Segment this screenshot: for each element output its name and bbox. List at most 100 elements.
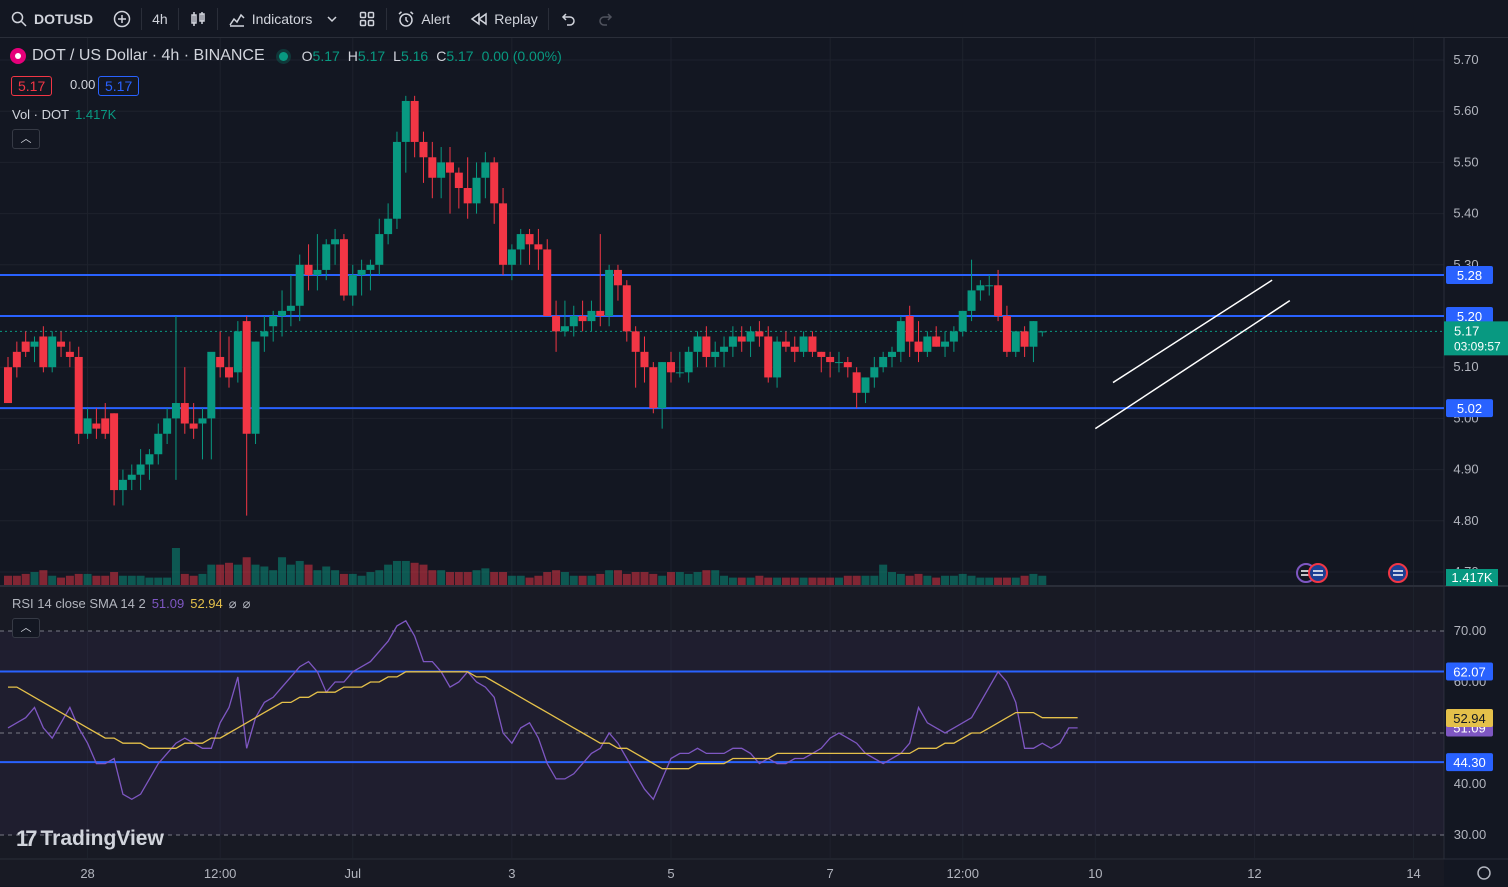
sma-series-line [8,671,1078,770]
candle-body [180,403,189,424]
time-axis[interactable]: 28 12:00 Jul 3 5 7 12:00 10 12 14 [80,866,1491,881]
sma-value-tag[interactable]: 52.94 [1453,711,1486,726]
volume-bar [720,575,729,585]
chart-type-button[interactable] [179,0,217,38]
candle-body [852,372,861,393]
volume-bar [985,577,994,585]
interval-button[interactable]: 4h [142,0,178,38]
candle-body [348,275,357,296]
undo-button[interactable] [549,0,587,38]
rsi-level-tag-bg[interactable] [1446,753,1493,772]
channel-lower-line[interactable] [1094,300,1291,430]
toolbar-divider [386,7,388,30]
candle-body [941,341,950,347]
volume-bar [622,573,631,585]
candle-body [127,474,136,480]
event-flag-icon[interactable] [1388,563,1408,583]
candle-body [189,423,198,429]
candle-body [923,336,932,352]
rsi-level-tag[interactable]: 44.30 [1453,755,1486,770]
chart-canvas[interactable]: 5.705.605.505.405.305.205.105.004.904.80… [0,38,1508,887]
volume-bar [569,575,578,585]
rsi-symbol-1: ⌀ [228,596,237,611]
rsi-level-tag[interactable]: 62.07 [1453,664,1486,679]
volume-tag-bg[interactable] [1446,569,1498,586]
volume-bar [57,577,66,585]
candle-body [905,316,914,342]
volume-bar [286,564,295,585]
price-axis[interactable]: 5.705.605.505.405.305.205.105.004.904.80… [1444,52,1508,842]
sell-price-button[interactable]: 5.17 [11,76,53,96]
candle-body [711,351,720,357]
chevron-up-icon: ︿ [20,622,32,634]
trend-channel[interactable] [1094,279,1291,430]
tradingview-logo-icon: 17 [16,826,38,851]
volume-bar [596,573,605,585]
candle-body [472,177,481,204]
sma-value-tag-bg[interactable] [1446,709,1493,728]
rsi-value: 51.09 [151,596,185,611]
volume-bar [83,573,92,585]
candle-body [605,269,614,316]
bar-countdown[interactable]: 03:09:57 [1454,339,1501,353]
candle-body [764,336,773,378]
volume-bar [560,572,569,585]
replay-button[interactable]: Replay [460,0,548,38]
settings-gear-icon[interactable] [1477,866,1491,880]
high-value: 5.17 [357,48,386,64]
candle-body [12,351,21,368]
indicators-button[interactable]: Indicators [218,0,349,38]
volume-bar [525,577,534,585]
candle-body [1020,331,1029,347]
volume-bar [552,570,561,585]
event-flags[interactable] [1296,563,1408,583]
last-price-tag[interactable]: 5.17 [1454,323,1479,338]
undo-icon [561,12,575,26]
volume-label: Vol · DOT [12,107,70,122]
volume-bar [225,562,233,585]
market-status-icon[interactable] [278,51,288,61]
candle-body [21,341,30,352]
time-tick-label: 14 [1406,866,1420,881]
buy-price-button[interactable]: 5.17 [98,76,140,96]
rsi-label: RSI 14 close SMA 14 2 [12,596,146,611]
event-flag-icon[interactable] [1308,563,1328,583]
high-key: H [347,48,358,64]
candle-body [631,331,640,352]
volume-bar [392,560,401,585]
symbol-label: DOTUSD [34,10,94,27]
compare-button[interactable] [103,0,141,38]
volume-bar [826,577,835,585]
layouts-button[interactable] [348,0,386,38]
collapse-legend-button[interactable]: ︿ [12,129,40,149]
level-price-tag-bg[interactable] [1446,399,1493,418]
ohlc-values: O5.17 H5.17 L5.16 C5.17 0.00 (0.00%) [302,48,562,64]
symbol-search[interactable]: DOTUSD [0,0,103,38]
level-price-tag[interactable]: 5.20 [1457,309,1482,324]
level-price-tag[interactable]: 5.02 [1457,401,1482,416]
level-price-tag-bg[interactable] [1446,266,1493,285]
level-price-tag[interactable]: 5.28 [1457,268,1482,283]
volume-bar [207,564,216,585]
last-price-tag-bg[interactable] [1444,321,1508,356]
volume-bar [728,577,737,585]
collapse-rsi-button[interactable]: ︿ [12,618,40,638]
volume-tag[interactable]: 1.417K [1451,570,1493,585]
volume-legend: Vol · DOT 1.417K [12,107,116,122]
volume-bar [879,564,888,585]
candle-body [65,351,74,357]
candle-body [198,418,207,424]
candle-body [171,403,180,419]
candle-body [896,321,905,352]
level-price-tag-bg[interactable] [1446,307,1493,325]
rsi-tick-label: 30.00 [1454,827,1487,842]
channel-upper-line[interactable] [1112,279,1273,384]
volume-bar [65,575,74,585]
volume-bar [534,575,543,585]
polkadot-coin-icon [10,48,26,64]
price-levels[interactable] [0,274,1444,410]
redo-button[interactable] [587,0,625,38]
rsi-level-tag-bg[interactable] [1446,662,1493,681]
alert-button[interactable]: Alert [387,0,460,38]
rsi-lines [0,619,1444,836]
